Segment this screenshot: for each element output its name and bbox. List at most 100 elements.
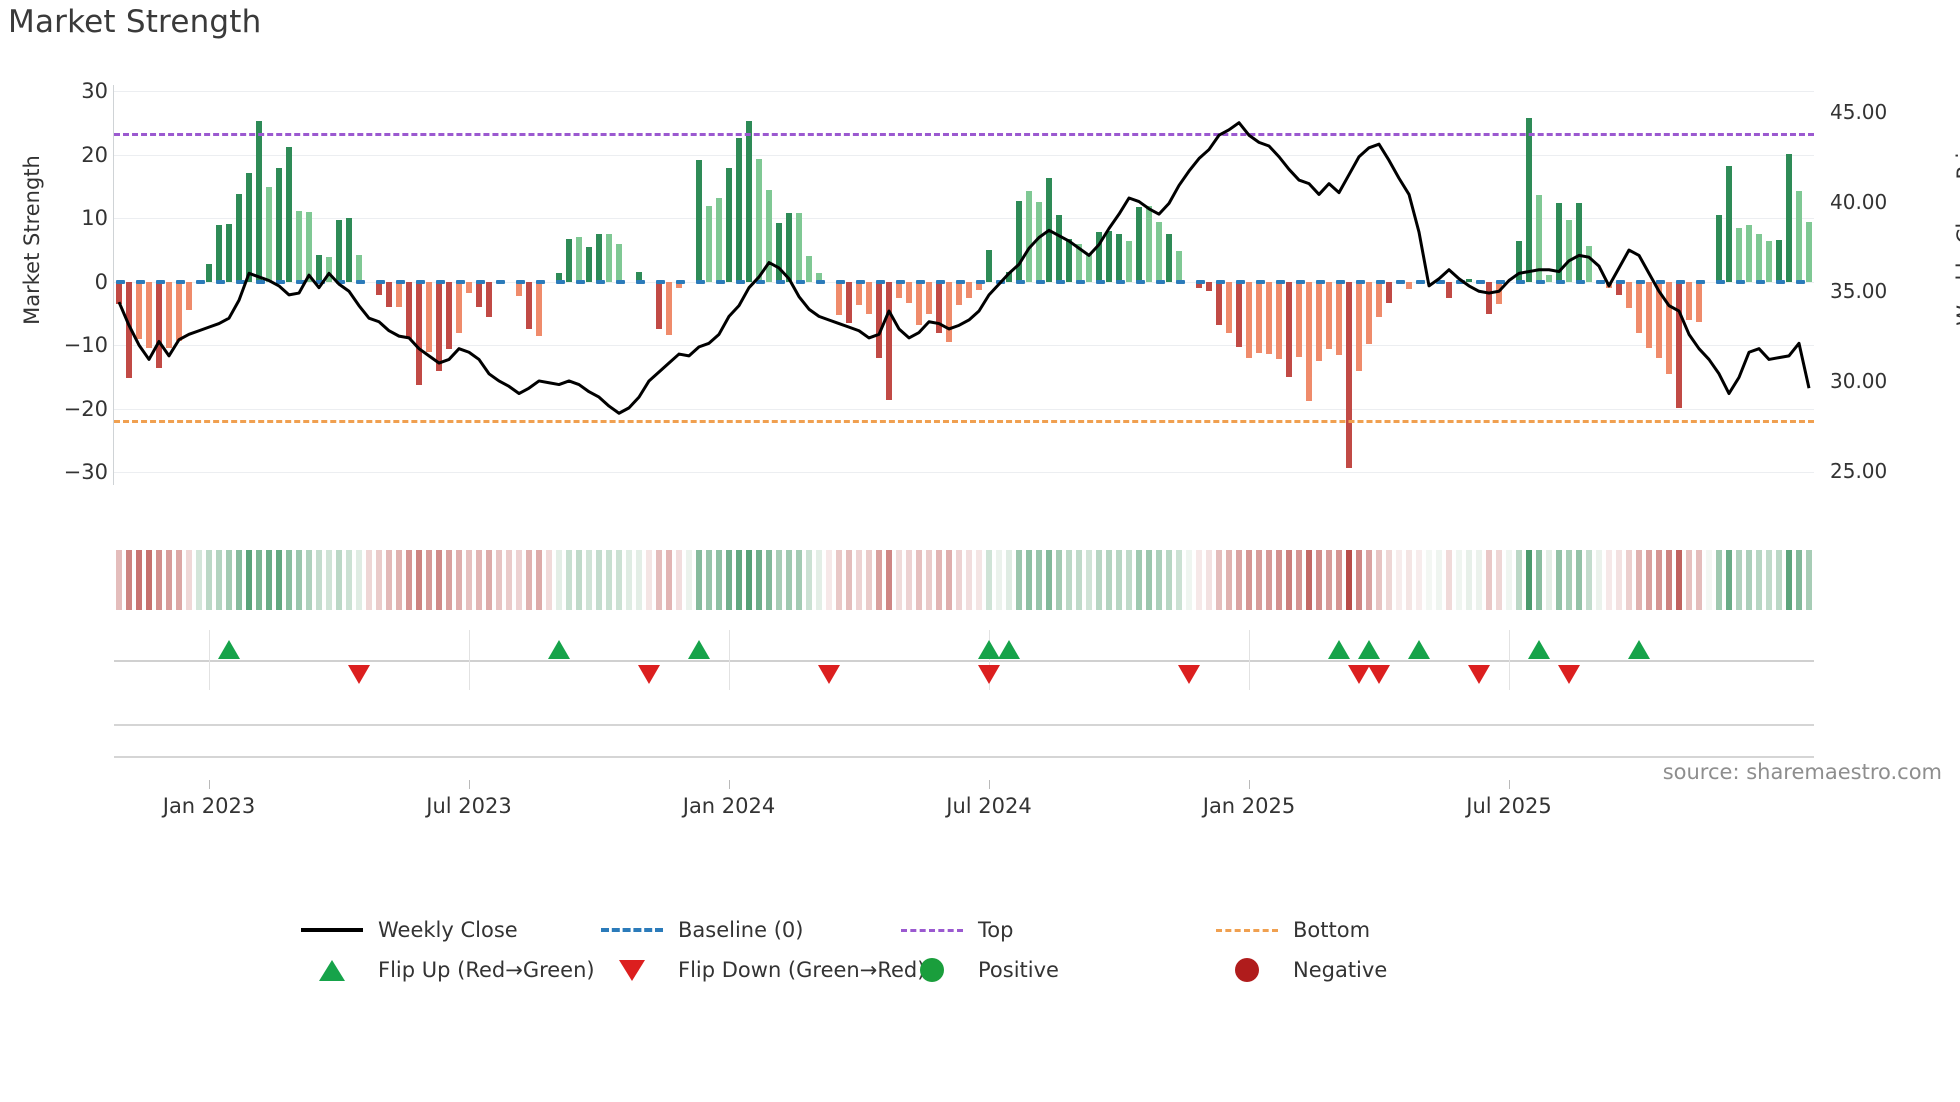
legend-item[interactable]: Negative bbox=[1215, 955, 1387, 985]
heat-cell bbox=[1315, 550, 1323, 610]
heat-cell bbox=[335, 550, 343, 610]
heat-cell bbox=[1205, 550, 1213, 610]
heat-cell bbox=[1695, 550, 1703, 610]
heat-cell bbox=[1445, 550, 1453, 610]
strength-bar bbox=[1635, 281, 1643, 333]
flip-panel-vertical-tick bbox=[989, 630, 990, 690]
baseline-segment bbox=[495, 279, 506, 284]
legend-item[interactable]: Positive bbox=[900, 955, 1059, 985]
strength-bar bbox=[1345, 281, 1353, 469]
flip-down-marker bbox=[978, 665, 1000, 684]
heat-cell bbox=[305, 550, 313, 610]
heat-cell bbox=[1575, 550, 1583, 610]
strength-bar bbox=[1025, 191, 1033, 282]
strength-bar bbox=[345, 218, 353, 282]
strength-bar bbox=[925, 281, 933, 314]
baseline-segment bbox=[335, 279, 346, 284]
heat-cell bbox=[945, 550, 953, 610]
heat-cell bbox=[1545, 550, 1553, 610]
strength-bar bbox=[1695, 281, 1703, 323]
baseline-segment bbox=[795, 279, 806, 284]
baseline-segment bbox=[315, 279, 326, 284]
strength-bar bbox=[1775, 239, 1783, 282]
strength-bar bbox=[1295, 281, 1303, 357]
heat-cell bbox=[1775, 550, 1783, 610]
strength-bar bbox=[1165, 233, 1173, 282]
heat-cell bbox=[1595, 550, 1603, 610]
x-axis-tick-mark bbox=[729, 780, 730, 789]
strength-bar bbox=[1735, 228, 1743, 282]
dashed-line-icon bbox=[900, 919, 964, 941]
legend-item[interactable]: Baseline (0) bbox=[600, 915, 803, 945]
heat-cell bbox=[155, 550, 163, 610]
heat-cell bbox=[705, 550, 713, 610]
strength-bar bbox=[1015, 200, 1023, 282]
flip-panel-vertical-tick bbox=[1249, 630, 1250, 690]
heat-cell bbox=[365, 550, 373, 610]
strength-bar bbox=[1495, 281, 1503, 305]
strength-bar bbox=[655, 281, 663, 330]
heat-cell bbox=[1375, 550, 1383, 610]
baseline-segment bbox=[1735, 279, 1746, 284]
baseline-segment bbox=[895, 279, 906, 284]
heat-cell bbox=[1515, 550, 1523, 610]
heat-cell bbox=[885, 550, 893, 610]
baseline-segment bbox=[1375, 279, 1386, 284]
strength-bar bbox=[135, 281, 143, 339]
strength-bar bbox=[255, 121, 263, 282]
legend-item[interactable]: Bottom bbox=[1215, 915, 1370, 945]
x-axis-tick-mark bbox=[1249, 780, 1250, 789]
strength-bar bbox=[1065, 238, 1073, 282]
heat-cell bbox=[655, 550, 663, 610]
strength-bar bbox=[185, 281, 193, 311]
heat-cell bbox=[715, 550, 723, 610]
strength-bar bbox=[695, 159, 703, 282]
flip-up-marker bbox=[1408, 640, 1430, 659]
strength-bar bbox=[895, 281, 903, 299]
legend-item[interactable]: Flip Up (Red→Green) bbox=[300, 955, 595, 985]
heat-cell bbox=[825, 550, 833, 610]
strength-bar bbox=[1375, 281, 1383, 318]
strength-bar bbox=[835, 281, 843, 315]
chart-legend: Weekly Close Baseline (0) Top Bottom Flip Up… bbox=[0, 915, 1960, 1035]
heat-cell bbox=[1145, 550, 1153, 610]
baseline-segment bbox=[1595, 279, 1606, 284]
flip-up-marker bbox=[1328, 640, 1350, 659]
baseline-segment bbox=[275, 279, 286, 284]
heat-cell bbox=[565, 550, 573, 610]
baseline-segment bbox=[915, 279, 926, 284]
heat-cell bbox=[355, 550, 363, 610]
baseline-segment bbox=[1715, 279, 1726, 284]
x-axis-tick-mark bbox=[209, 780, 210, 789]
strength-bar bbox=[1575, 203, 1583, 282]
baseline-segment bbox=[835, 279, 846, 284]
heat-cell bbox=[195, 550, 203, 610]
legend-item[interactable]: Top bbox=[900, 915, 1013, 945]
legend-item[interactable]: Weekly Close bbox=[300, 915, 518, 945]
legend-item[interactable]: Flip Down (Green→Red) bbox=[600, 955, 925, 985]
heat-cell bbox=[1235, 550, 1243, 610]
y-axis-right-tick-label: 45.00 bbox=[1830, 99, 1888, 124]
strength-bar bbox=[525, 281, 533, 330]
strength-bar bbox=[305, 211, 313, 282]
heat-cell bbox=[1295, 550, 1303, 610]
baseline-segment bbox=[1475, 279, 1486, 284]
strength-bar bbox=[1075, 243, 1083, 282]
heat-cell bbox=[1355, 550, 1363, 610]
y-axis-left-tick-label: 30 bbox=[81, 79, 108, 104]
heat-cell bbox=[1215, 550, 1223, 610]
strength-bar bbox=[175, 281, 183, 341]
x-axis: Jan 2023 Jul 2023 Jan 2024 Jul 2024 Jan 2025… bbox=[114, 780, 1814, 840]
circle-icon bbox=[900, 958, 964, 982]
heat-cell bbox=[1195, 550, 1203, 610]
heat-cell bbox=[1065, 550, 1073, 610]
heat-cell bbox=[635, 550, 643, 610]
flip-down-marker bbox=[1558, 665, 1580, 684]
strength-bar bbox=[745, 120, 753, 282]
y-axis-left-tick-label: −10 bbox=[63, 333, 108, 358]
heat-cell bbox=[1505, 550, 1513, 610]
strength-bar bbox=[875, 281, 883, 358]
strength-bar bbox=[455, 281, 463, 333]
x-axis-tick-label: Jul 2024 bbox=[946, 794, 1032, 818]
heat-cell bbox=[1005, 550, 1013, 610]
